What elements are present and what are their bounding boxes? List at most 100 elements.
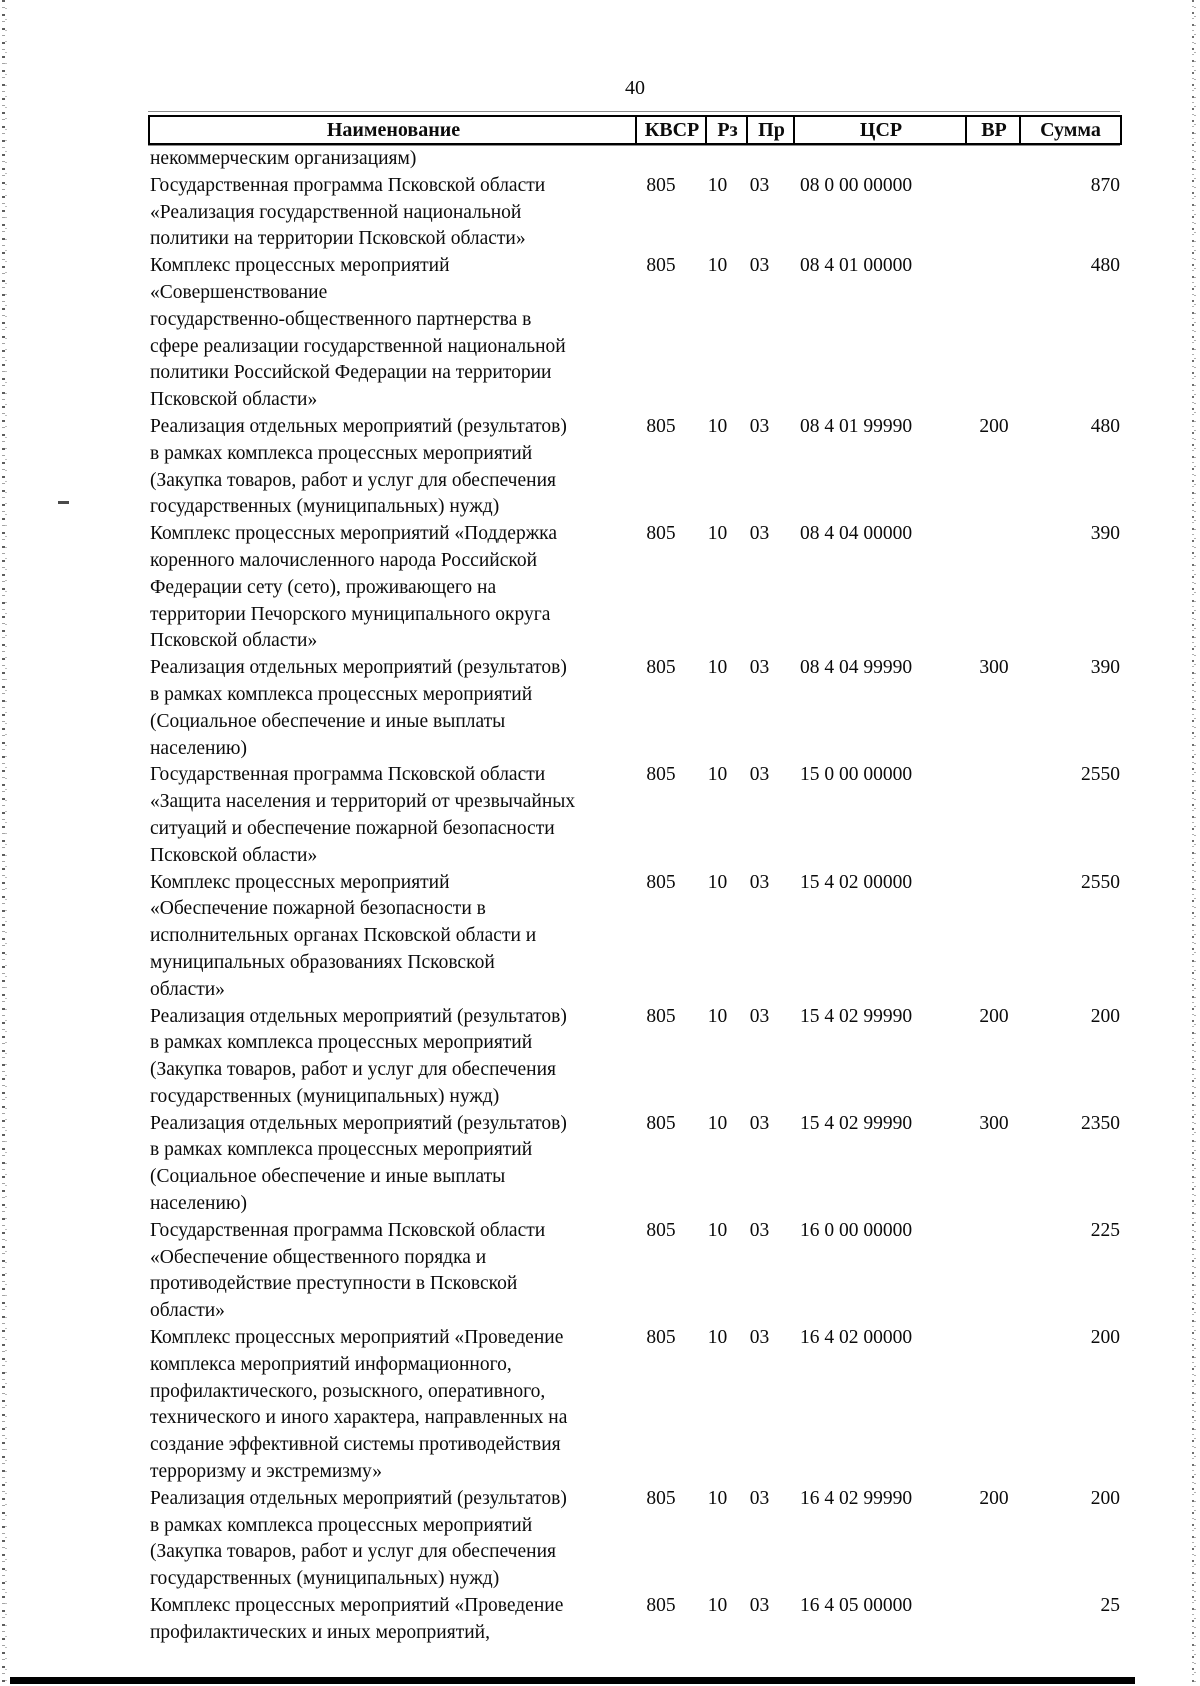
cell-sum: 390 (1090, 657, 1120, 679)
cell-pr: 03 (749, 657, 770, 679)
cell-pr: 03 (749, 1219, 770, 1241)
cell-name: Реализация отдельных мероприятий (резуль… (150, 657, 567, 759)
cell-sum: 2350 (1081, 1112, 1120, 1134)
cell-sum: 480 (1090, 415, 1120, 437)
cell-csr: 08 4 01 99990 (799, 415, 913, 437)
cell-rz: 10 (707, 255, 728, 277)
table-header-row: Наименование КВСР Рз Пр ЦСР ВР Сумма (148, 115, 1122, 145)
scan-noise-left-edge (2, 0, 8, 1686)
header-cell-kvsr: КВСР (635, 117, 707, 143)
table-row: Реализация отдельных мероприятий (резуль… (150, 414, 1120, 521)
table-row: Государственная программа Псковской обла… (150, 762, 1120, 869)
cell-kvsr: 805 (646, 764, 676, 786)
table-row: Комплекс процессных мероприятий «Соверше… (150, 253, 1120, 414)
table-row: некоммерческим организациям) (150, 146, 1120, 173)
cell-vr: 300 (979, 1112, 1009, 1134)
table-row: Комплекс процессных мероприятий «Проведе… (150, 1593, 1120, 1647)
cell-sum: 25 (1100, 1595, 1121, 1617)
cell-kvsr: 805 (646, 1595, 676, 1617)
cell-name: Комплекс процессных мероприятий «Соверше… (150, 255, 566, 411)
table-row: Комплекс процессных мероприятий «Поддерж… (150, 521, 1120, 655)
cell-rz: 10 (707, 1327, 728, 1349)
cell-pr: 03 (749, 1487, 770, 1509)
cell-name: Реализация отдельных мероприятий (резуль… (150, 1112, 567, 1215)
cell-name: Комплекс процессных мероприятий «Обеспеч… (150, 871, 537, 1000)
table-row: Комплекс процессных мероприятий «Проведе… (150, 1325, 1120, 1486)
table-row: Реализация отдельных мероприятий (резуль… (150, 1486, 1120, 1593)
cell-pr: 03 (749, 255, 770, 277)
cell-name: Государственная программа Псковской обла… (150, 764, 576, 866)
header-cell-pr: Пр (746, 117, 795, 143)
cell-pr: 03 (749, 415, 770, 437)
scan-rule-above-header (148, 111, 1120, 112)
cell-sum: 200 (1090, 1327, 1120, 1349)
cell-pr: 03 (749, 1327, 770, 1349)
table-row: Государственная программа Псковской обла… (150, 173, 1120, 253)
cell-name: некоммерческим организациям) (150, 148, 417, 169)
cell-kvsr: 805 (646, 1005, 676, 1027)
cell-pr: 03 (749, 1005, 770, 1027)
cell-pr: 03 (749, 871, 770, 893)
header-cell-sum: Сумма (1019, 117, 1120, 143)
table-body: некоммерческим организациям) Государстве… (150, 146, 1120, 1647)
cell-kvsr: 805 (646, 1219, 676, 1241)
cell-rz: 10 (707, 1595, 728, 1617)
cell-rz: 10 (707, 657, 728, 679)
header-cell-rz: Рз (705, 117, 748, 143)
cell-csr: 16 4 02 00000 (799, 1327, 913, 1349)
cell-vr: 200 (979, 1487, 1009, 1509)
scan-dash-artifact (58, 501, 69, 504)
cell-sum: 200 (1090, 1487, 1120, 1509)
cell-kvsr: 805 (646, 523, 676, 545)
cell-rz: 10 (707, 1005, 728, 1027)
cell-rz: 10 (707, 174, 728, 196)
cell-csr: 08 4 04 00000 (799, 523, 913, 545)
cell-csr: 16 4 02 99990 (799, 1487, 913, 1509)
cell-csr: 08 4 01 00000 (799, 255, 913, 277)
cell-pr: 03 (749, 1112, 770, 1134)
cell-name: Комплекс процессных мероприятий «Проведе… (150, 1327, 568, 1483)
cell-name: Реализация отдельных мероприятий (резуль… (150, 1487, 567, 1590)
cell-name: Комплекс процессных мероприятий «Поддерж… (150, 523, 558, 652)
cell-pr: 03 (749, 764, 770, 786)
cell-name: Государственная программа Псковской обла… (150, 1219, 546, 1322)
cell-name: Реализация отдельных мероприятий (резуль… (150, 1005, 567, 1107)
cell-rz: 10 (707, 1219, 728, 1241)
cell-name: Реализация отдельных мероприятий (резуль… (150, 415, 567, 518)
cell-sum: 225 (1090, 1219, 1120, 1241)
cell-sum: 2550 (1081, 871, 1120, 893)
cell-sum: 870 (1090, 174, 1120, 196)
budget-table: Наименование КВСР Рз Пр ЦСР ВР Сумма (148, 115, 1122, 145)
scan-noise-right-edge (1192, 0, 1197, 1686)
table-row: Реализация отдельных мероприятий (резуль… (150, 1004, 1120, 1111)
cell-rz: 10 (707, 415, 728, 437)
cell-kvsr: 805 (646, 255, 676, 277)
cell-csr: 15 0 00 00000 (799, 764, 913, 786)
cell-sum: 2550 (1081, 764, 1120, 786)
scan-bottom-bar (10, 1677, 1135, 1684)
table-row: Государственная программа Псковской обла… (150, 1218, 1120, 1325)
cell-pr: 03 (749, 523, 770, 545)
cell-kvsr: 805 (646, 415, 676, 437)
cell-vr: 300 (979, 657, 1009, 679)
cell-pr: 03 (749, 1595, 770, 1617)
cell-sum: 480 (1090, 255, 1120, 277)
table-row: Комплекс процессных мероприятий «Обеспеч… (150, 870, 1120, 1004)
header-cell-name: Наименование (326, 119, 461, 141)
cell-kvsr: 805 (646, 1487, 676, 1509)
cell-kvsr: 805 (646, 1112, 676, 1134)
header-cell-vr: ВР (965, 117, 1021, 143)
cell-csr: 08 4 04 99990 (799, 657, 913, 679)
table-row: Реализация отдельных мероприятий (резуль… (150, 655, 1120, 762)
cell-rz: 10 (707, 1487, 728, 1509)
scan-rule-below-header (148, 145, 1120, 146)
cell-sum: 200 (1090, 1005, 1120, 1027)
table-row: Реализация отдельных мероприятий (резуль… (150, 1111, 1120, 1218)
cell-rz: 10 (707, 1112, 728, 1134)
cell-csr: 16 0 00 00000 (799, 1219, 913, 1241)
cell-rz: 10 (707, 764, 728, 786)
cell-vr: 200 (979, 1005, 1009, 1027)
cell-kvsr: 805 (646, 657, 676, 679)
cell-rz: 10 (707, 523, 728, 545)
